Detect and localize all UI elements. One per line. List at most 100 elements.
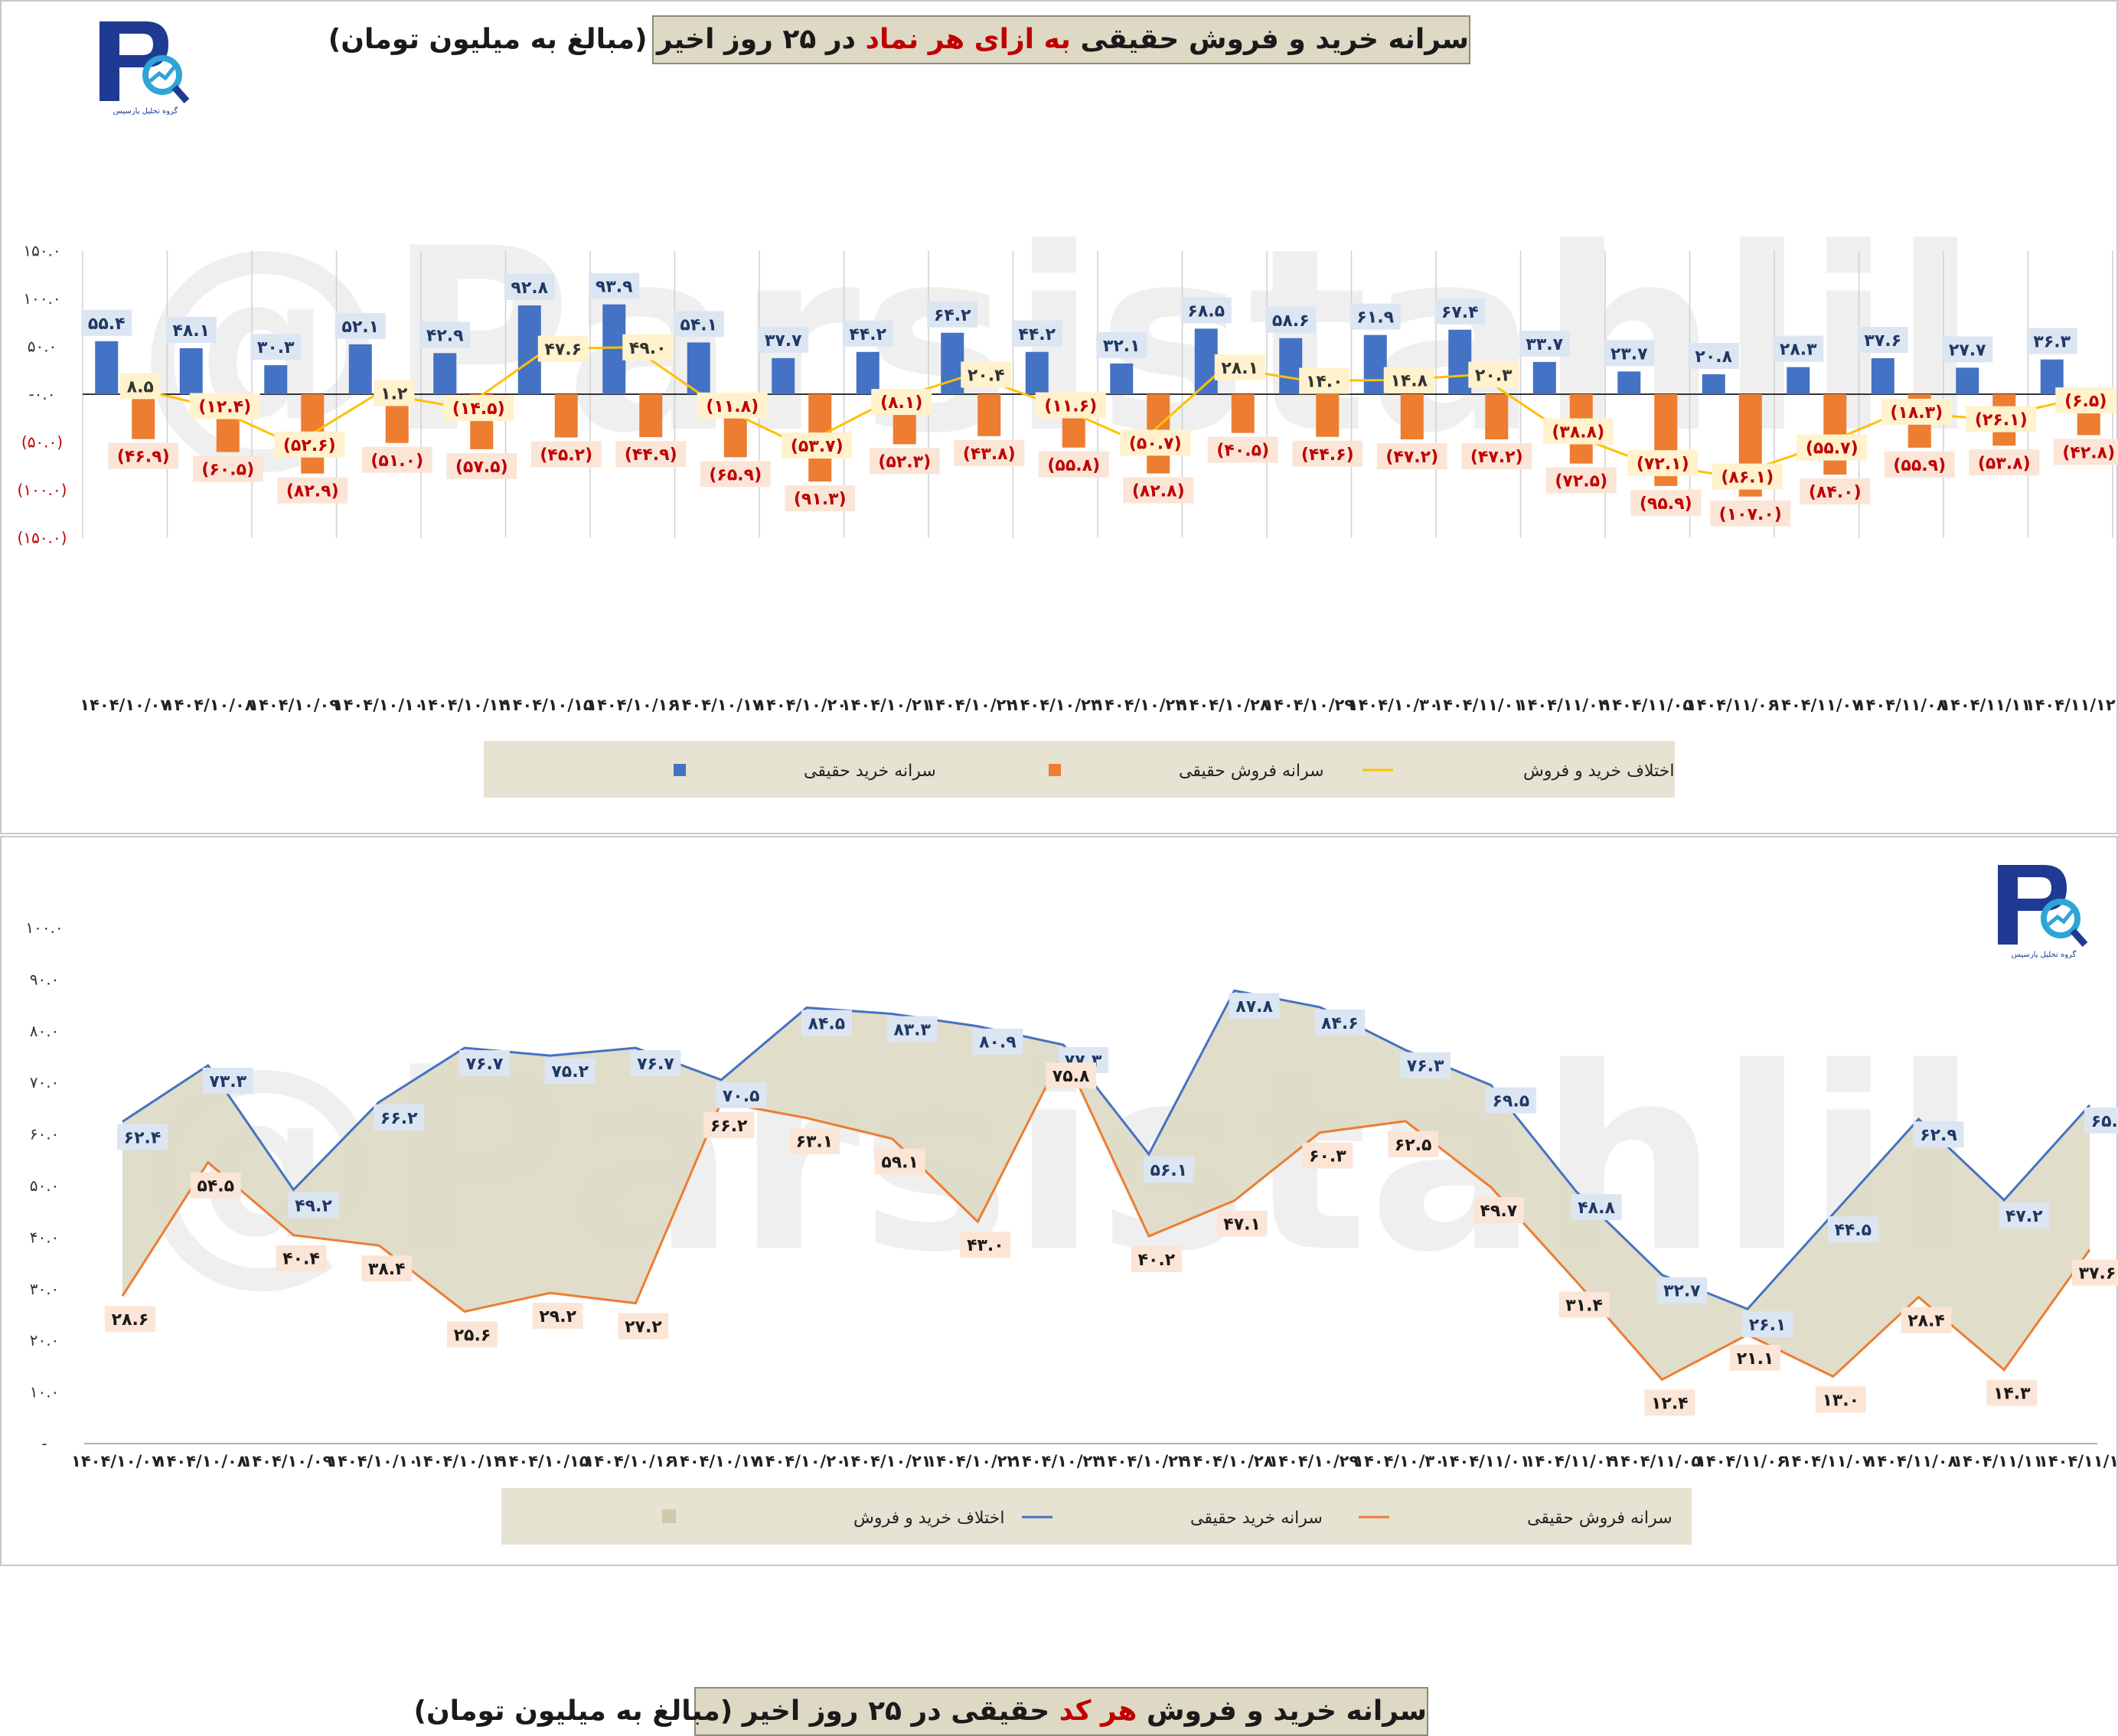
buy-data-label: ۲۶.۱ bbox=[1749, 1316, 1787, 1335]
sell-data-label-bg bbox=[530, 441, 602, 468]
sell-data-label: (۸۲.۸) bbox=[1132, 482, 1185, 501]
x-tick-label: ۱۴۰۴/۱۰/۲۲ bbox=[925, 696, 1016, 714]
buy-data-label: ۳۶.۳ bbox=[2033, 333, 2071, 352]
logo-magnifier bbox=[2041, 899, 2080, 938]
x-tick-label: ۱۴۰۴/۱۱/۱۲ bbox=[2038, 1452, 2118, 1470]
sell-data-label-bg bbox=[869, 448, 940, 475]
legend-label: سرانه فروش حقیقی bbox=[1527, 1509, 1673, 1528]
brand-logo-bottom: گروه تحلیل پارسیس bbox=[1998, 865, 2088, 958]
buy-data-label-bg bbox=[165, 316, 217, 343]
buy-data-label: ۶۶.۲ bbox=[380, 1109, 418, 1128]
sell-data-label: ۴۰.۴ bbox=[282, 1250, 320, 1269]
buy-data-label-bg bbox=[374, 1104, 425, 1131]
x-tick-label: ۱۴۰۴/۱۱/۱۲ bbox=[2025, 696, 2116, 714]
sell-data-label: ۲۸.۶ bbox=[112, 1310, 149, 1330]
diff-data-label-bg bbox=[374, 380, 415, 406]
buy-data-label: ۸۰.۹ bbox=[979, 1033, 1017, 1052]
sell-data-label: (۴۵.۲) bbox=[540, 446, 592, 465]
x-tick-label: ۱۴۰۴/۱۰/۰۷ bbox=[80, 696, 170, 714]
buy-data-label: ۹۲.۸ bbox=[511, 279, 548, 298]
buy-data-label-bg bbox=[842, 320, 893, 347]
diff-data-label-bg bbox=[119, 373, 161, 400]
sell-data-label-bg bbox=[1376, 443, 1447, 469]
sell-bar bbox=[1485, 394, 1509, 439]
sell-data-label: ۶۳.۱ bbox=[796, 1133, 834, 1152]
buy-data-label-bg bbox=[504, 274, 555, 300]
buy-data-label: ۸۳.۳ bbox=[893, 1021, 931, 1040]
sell-bar bbox=[1231, 394, 1255, 433]
buy-data-label: ۵۲.۱ bbox=[341, 318, 379, 337]
y-tick-label: (۱۵۰.۰) bbox=[18, 529, 67, 547]
buy-data-label-bg bbox=[927, 301, 978, 328]
diff-data-label-bg bbox=[1627, 450, 1699, 477]
buy-bar bbox=[1448, 329, 1472, 394]
sell-bar bbox=[1316, 394, 1340, 437]
sell-data-label-bg bbox=[532, 1303, 583, 1330]
x-tick-label: ۱۴۰۴/۱۱/۰۱ bbox=[1440, 1452, 1530, 1470]
x-tick-label: ۱۴۰۴/۱۰/۲۸ bbox=[1183, 1452, 1274, 1470]
sell-data-label: (۹۵.۹) bbox=[1640, 494, 1692, 514]
buy-bar bbox=[1025, 351, 1049, 394]
diff-data-label: (۷۲.۱) bbox=[1637, 455, 1689, 474]
sell-data-label: ۱۲.۴ bbox=[1651, 1394, 1689, 1413]
x-tick-label: ۱۴۰۴/۱۰/۰۸ bbox=[165, 696, 255, 714]
sell-data-label: ۴۰.۲ bbox=[1138, 1251, 1176, 1270]
buy-bar bbox=[348, 344, 372, 394]
diff-data-label: ۲۰.۴ bbox=[968, 367, 1005, 386]
logo-trend bbox=[148, 61, 179, 83]
buy-data-label-bg bbox=[250, 334, 302, 361]
chart-panel-per-symbol: سرانه خرید و فروش حقیقی به ازای هر نماد … bbox=[0, 0, 2118, 834]
sell-data-label: (۶۰.۵) bbox=[201, 461, 254, 480]
sell-data-label-bg bbox=[1901, 1307, 1952, 1333]
x-tick-label: ۱۴۰۴/۱۰/۰۹ bbox=[249, 696, 339, 714]
sell-data-label-bg bbox=[954, 439, 1025, 466]
sell-data-label-bg bbox=[618, 1313, 669, 1340]
sell-data-label-bg bbox=[361, 446, 432, 473]
x-tick-label: ۱۴۰۴/۱۰/۲۹ bbox=[1264, 696, 1354, 714]
sell-data-label-bg bbox=[615, 441, 687, 468]
buy-bar bbox=[1871, 358, 1894, 394]
sell-data-label: ۲۱.۱ bbox=[1737, 1349, 1774, 1369]
buy-bar bbox=[1787, 367, 1810, 394]
sell-data-label: ۳۷.۶ bbox=[2079, 1264, 2116, 1284]
sell-data-label-bg bbox=[192, 455, 263, 482]
buy-bar bbox=[1110, 363, 1134, 394]
diff-data-label: ۱۴.۸ bbox=[1390, 372, 1428, 391]
sell-data-label: (۵۲.۳) bbox=[878, 452, 931, 472]
buy-data-label-bg bbox=[2084, 1107, 2118, 1134]
buy-data-label: ۶۱.۹ bbox=[1356, 308, 1394, 328]
buy-data-label-bg bbox=[716, 1082, 767, 1108]
sell-data-label-bg bbox=[1800, 478, 1871, 504]
diff-data-label-bg bbox=[622, 334, 674, 361]
buy-data-label: ۶۲.۹ bbox=[1920, 1126, 1957, 1145]
buy-data-label: ۴۴.۲ bbox=[849, 325, 886, 344]
diff-data-label-bg bbox=[1214, 354, 1265, 380]
sell-data-label: (۵۵.۹) bbox=[1893, 456, 1946, 475]
buy-data-label-bg bbox=[1913, 1121, 1964, 1148]
sell-data-label-bg bbox=[1216, 1210, 1268, 1237]
logo-p-bowl bbox=[119, 21, 168, 67]
diff-data-label: (۶.۵) bbox=[2064, 392, 2107, 411]
sell-data-label-bg bbox=[108, 442, 179, 469]
sell-data-label-bg bbox=[874, 1148, 925, 1175]
x-tick-label: ۱۴۰۴/۱۱/۱۱ bbox=[1953, 1452, 2043, 1470]
sell-data-label: (۴۴.۹) bbox=[625, 445, 677, 465]
diff-data-label: (۱۴.۵) bbox=[452, 400, 505, 419]
sell-data-label: (۴۳.۸) bbox=[963, 445, 1016, 464]
diff-data-label: ۸.۵ bbox=[127, 377, 154, 396]
x-tick-label: ۱۴۰۴/۱۰/۱۰ bbox=[328, 1452, 418, 1470]
sell-data-label-bg bbox=[1558, 1291, 1610, 1318]
sell-data-label-bg bbox=[361, 1255, 413, 1282]
buy-data-label: ۴۸.۱ bbox=[172, 321, 210, 341]
buy-data-label-bg bbox=[544, 1058, 596, 1085]
brand-logo-top: گروه تحلیل پارسیس bbox=[100, 21, 190, 115]
buy-data-label: ۷۶.۳ bbox=[1407, 1057, 1444, 1076]
sell-data-label-bg bbox=[1545, 467, 1617, 494]
diff-data-label: (۵۵.۷) bbox=[1806, 439, 1859, 458]
sell-data-label-bg bbox=[1131, 1246, 1182, 1273]
buy-data-label-bg bbox=[1349, 303, 1401, 330]
buy-data-label-bg bbox=[801, 1010, 852, 1036]
diff-data-label: (۵۲.۶) bbox=[283, 436, 336, 455]
diff-data-label: (۵۳.۷) bbox=[791, 437, 844, 456]
sell-data-label-bg bbox=[1969, 449, 2040, 476]
